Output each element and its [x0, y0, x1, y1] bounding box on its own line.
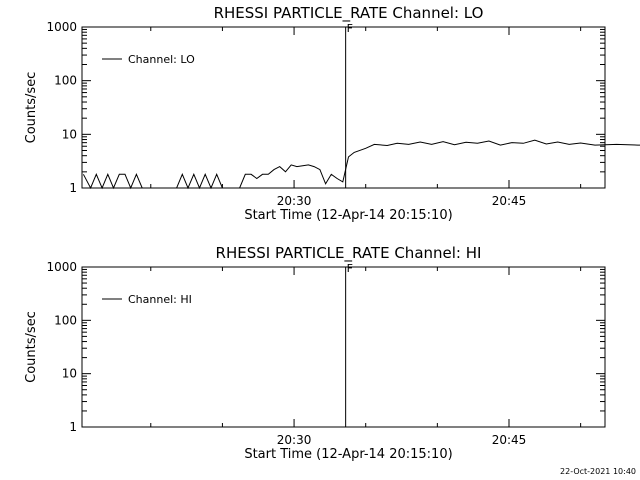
panel-1-series-line — [82, 139, 640, 190]
panel-1-xtick-label: 20:30 — [277, 194, 312, 208]
panel-2-title: RHESSI PARTICLE_RATE Channel: HI — [216, 244, 482, 263]
panel-2-frame — [81, 266, 606, 428]
panel-1-ylabel: Counts/sec — [24, 72, 39, 144]
panel-1-xtick-label: 20:45 — [492, 194, 527, 208]
panel-2-ytick-label: 100 — [54, 313, 77, 327]
panel-1-ytick-label: 1000 — [46, 20, 77, 34]
panel-1-frame — [81, 26, 606, 189]
panel-1-ytick-label: 10 — [62, 127, 77, 141]
panel-1-xlabel: Start Time (12-Apr-14 20:15:10) — [244, 208, 452, 223]
panel-2-ytick-label: 10 — [62, 367, 77, 381]
plot-timestamp: 22-Oct-2021 10:40 — [560, 467, 636, 476]
panel-2-xtick-label: 20:30 — [277, 433, 312, 447]
panel-2-ytick-label: 1000 — [46, 260, 77, 274]
panel-2-legend-label: Channel: HI — [128, 293, 192, 306]
panel-1-ytick-label: 1 — [69, 181, 77, 195]
panel-1-legend-label: Channel: LO — [128, 53, 195, 66]
panel-1-title: RHESSI PARTICLE_RATE Channel: LO — [214, 4, 484, 23]
panel-2-ylabel: Counts/sec — [24, 311, 39, 383]
panel-2-ytick-label: 1 — [69, 420, 77, 434]
panel-1-ytick-label: 100 — [54, 74, 77, 88]
panel-2-marker-label: F — [347, 262, 353, 275]
panel-2-xlabel: Start Time (12-Apr-14 20:15:10) — [244, 447, 452, 462]
panel-2-xtick-label: 20:45 — [492, 433, 527, 447]
panel-1-marker-label: F — [347, 22, 353, 35]
